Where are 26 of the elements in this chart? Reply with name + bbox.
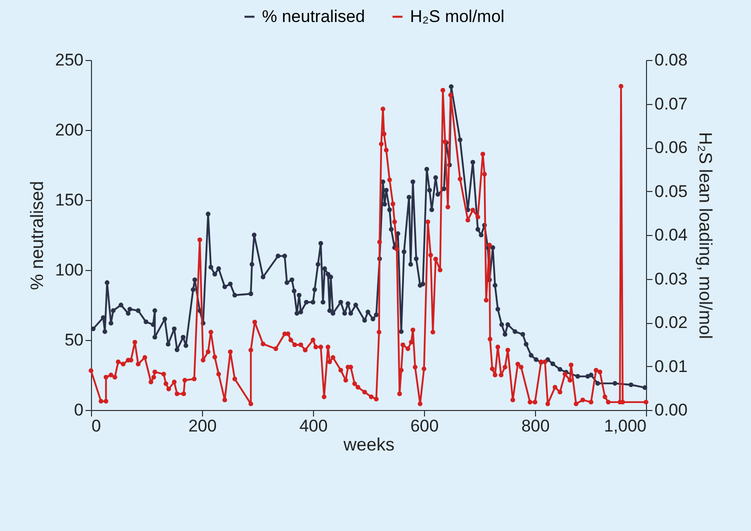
y2-tick-label: 0.04 <box>654 226 688 244</box>
y2-tick-label: 0.08 <box>654 50 688 70</box>
y-tick-label: 200 <box>55 120 84 140</box>
y2-tick-label: 0.01 <box>654 356 688 376</box>
x-tick-label: 200 <box>188 416 217 436</box>
y2-tick-label: 0.06 <box>654 138 688 157</box>
y2-tick-label: 0.05 <box>654 182 688 201</box>
x-tick-label: 1,000 <box>604 416 646 436</box>
y2-tick-label: 0.00 <box>654 400 688 420</box>
x-tick-label: 0 <box>92 416 101 436</box>
y-tick-label: 150 <box>55 190 84 210</box>
x-tick-label: 800 <box>521 416 550 436</box>
y2-tick-label: 0.07 <box>654 94 688 114</box>
legend-label: % neutralised <box>262 6 366 26</box>
y-tick-label: 0 <box>74 400 84 420</box>
legend-label: H₂S mol/mol <box>410 6 504 26</box>
y2-tick-label: 0.03 <box>654 269 688 288</box>
y-axis-title: % neutralised <box>27 180 48 290</box>
x-tick-label: 400 <box>299 416 328 436</box>
y2-tick-label: 0.02 <box>654 313 688 332</box>
y-tick-label: 250 <box>55 50 84 70</box>
y-tick-label: 100 <box>55 260 84 280</box>
x-axis-title: weeks <box>342 434 395 454</box>
y2-axis-title: H₂S lean loading, mol/mol <box>696 132 716 340</box>
x-tick-label: 600 <box>410 416 439 436</box>
y-tick-label: 50 <box>64 330 84 350</box>
